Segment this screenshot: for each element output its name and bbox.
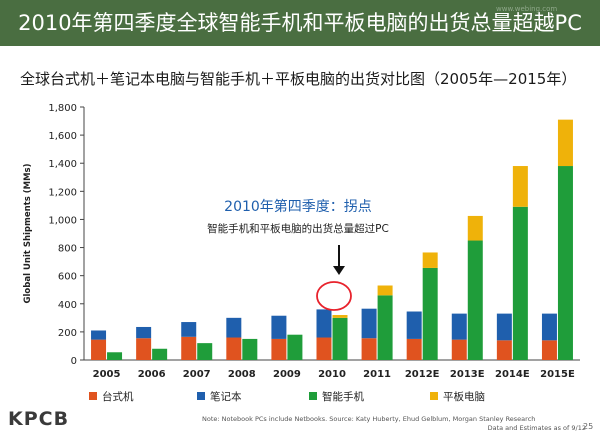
desktop-bar [181,336,197,360]
desktop-legend-label: 台式机 [102,390,134,403]
annotation-arrow-head [333,266,345,275]
smartphone-bar [152,348,168,360]
smartphone-bar [377,295,393,360]
notebook-bar [361,308,377,339]
smartphone-bar [422,267,438,360]
y-tick-label: 200 [58,328,77,339]
notebook-bar [496,313,512,341]
inflection-highlight-circle [316,281,352,311]
annotation-heading: 2010年第四季度：拐点 [224,198,372,215]
desktop-bar [136,338,152,360]
desktop-legend-swatch [89,392,97,400]
notebook-bar [406,311,422,339]
smartphone-bar [467,240,483,360]
smartphone-bar [107,352,123,360]
notebook-bar [226,317,242,338]
notebook-bar [136,326,152,339]
y-tick-label: 600 [58,272,77,283]
tablet-bar [557,119,573,167]
tablet-bar [512,166,528,207]
desktop-bar [541,340,557,360]
y-axis-title: Global Unit Shipments (MMs) [23,163,33,303]
desktop-bar [496,340,512,360]
slide-title: 2010年第四季度全球智能手机和平板电脑的出货总量超越PC [0,0,600,46]
notebook-bar [181,322,197,337]
x-tick-label: 2008 [228,369,256,380]
page-number: 25 [583,422,594,431]
y-tick-label: 800 [58,244,77,255]
notebook-legend-label: 笔记本 [210,390,242,403]
smartphone-bar [557,166,573,360]
footnote: Note: Notebook PCs include Netbooks. Sou… [202,415,592,433]
x-tick-label: 2007 [183,369,211,380]
annotation-text: 智能手机和平板电脑的出货总量超过PC [207,222,389,235]
desktop-bar [451,339,467,360]
smartphone-bar [332,317,348,360]
tablet-bar [377,285,393,296]
notebook-bar [316,309,332,338]
x-tick-label: 2013E [450,369,485,380]
y-tick-label: 1,200 [48,187,77,198]
notebook-bar [271,315,287,339]
x-tick-label: 2009 [273,369,301,380]
x-tick-label: 2011 [363,369,391,380]
chart-subtitle: 全球台式机＋笔记本电脑与智能手机＋平板电脑的出货对比图（2005年—2015年） [20,70,577,88]
footnote-line-2: Data and Estimates as of 9/12 [487,423,586,432]
desktop-bar [271,338,287,360]
tablet-bar [332,315,348,318]
notebook-bar [451,313,467,340]
x-tick-label: 2014E [495,369,530,380]
notebook-bar [91,330,107,340]
x-tick-label: 2015E [540,369,575,380]
smartphone-legend-label: 智能手机 [322,390,364,403]
tablet-legend-swatch [430,392,438,400]
y-tick-label: 1,600 [48,131,77,142]
desktop-bar [226,337,242,360]
footnote-line-1: Note: Notebook PCs include Netbooks. Sou… [202,415,536,423]
y-tick-label: 1,800 [48,103,77,114]
smartphone-bar [287,334,303,360]
x-tick-label: 2010 [318,369,346,380]
notebook-legend-swatch [197,392,205,400]
desktop-bar [406,338,422,360]
x-tick-label: 2012E [405,369,440,380]
desktop-bar [316,337,332,360]
desktop-bar [361,338,377,360]
tablet-bar [467,215,483,241]
x-tick-label: 2006 [138,369,166,380]
y-tick-label: 0 [71,356,77,367]
tablet-legend-label: 平板电脑 [443,390,485,403]
smartphone-bar [242,338,258,360]
notebook-bar [541,313,557,341]
smartphone-legend-swatch [309,392,317,400]
x-tick-label: 2005 [93,369,121,380]
smartphone-bar [197,343,213,360]
watermark-url: www.webing.com [496,5,558,13]
smartphone-bar [512,206,528,360]
y-tick-label: 1,000 [48,215,77,226]
y-tick-label: 1,400 [48,159,77,170]
y-tick-label: 400 [58,300,77,311]
desktop-bar [91,339,107,360]
kpcb-logo: KPCB [8,408,70,430]
tablet-bar [422,252,438,268]
